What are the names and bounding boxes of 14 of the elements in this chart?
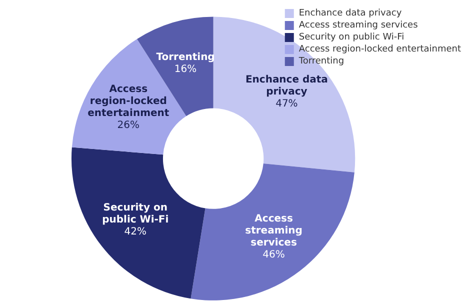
data-label: 42% [124,226,146,238]
data-label: 26% [117,120,140,132]
legend-label: Access region-locked entertainment [298,44,462,54]
legend-label: Torrenting [298,56,344,66]
legend-label: Security on public Wi-Fi [298,32,404,42]
slice-label: Access region-locked entertainment [88,84,170,120]
data-label: 47% [276,98,298,110]
legend-label: Access streaming services [298,20,418,30]
data-label: 16% [174,64,197,75]
slice-label: Security on public Wi-Fi [102,202,169,226]
slice-label: Enchance data privacy [245,74,328,98]
data-label: 46% [262,250,285,261]
slice-label: Access streaming services [245,214,302,249]
legend-label: Enchance data privacy [298,8,402,18]
